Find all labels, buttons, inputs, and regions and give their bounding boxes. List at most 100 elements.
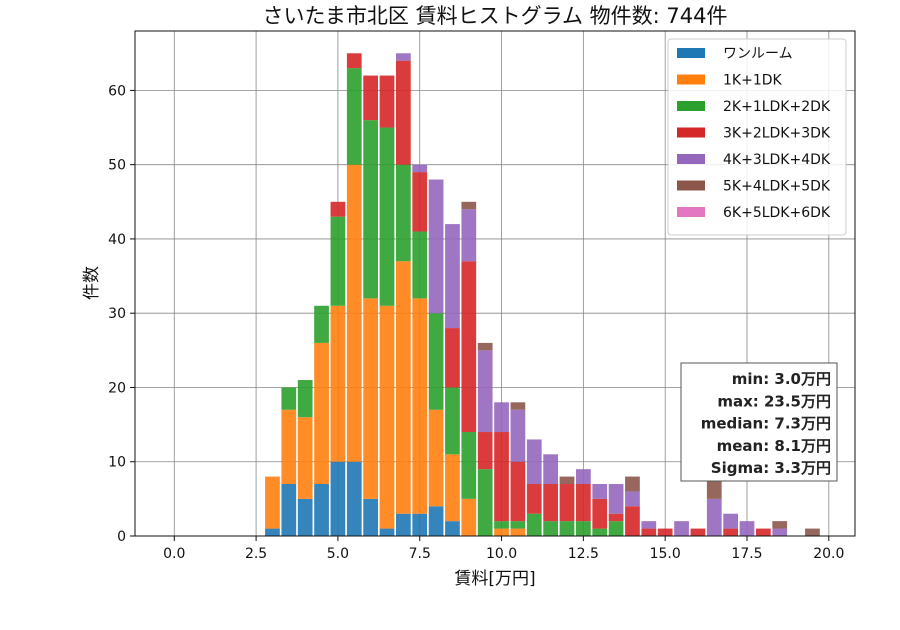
legend-swatch xyxy=(677,101,705,111)
legend-box xyxy=(667,38,847,236)
legend-label: 5K+4LDK+5DK xyxy=(723,179,831,195)
histogram-bar xyxy=(346,461,362,536)
histogram-bar xyxy=(559,484,575,522)
histogram-bar xyxy=(559,521,575,536)
histogram-bar xyxy=(526,439,542,485)
y-tick-label: 60 xyxy=(108,83,126,99)
histogram-bar xyxy=(445,224,460,329)
histogram-bar xyxy=(739,521,755,536)
y-tick-label: 50 xyxy=(108,158,126,174)
histogram-bar xyxy=(608,513,624,522)
stats-box: min: 3.0万円 max: 23.5万円 median: 7.3万円 mean: … xyxy=(680,362,838,482)
histogram-bar xyxy=(265,528,280,536)
histogram-bar xyxy=(379,127,395,306)
histogram-bar xyxy=(625,476,640,492)
histogram-bar xyxy=(428,179,444,314)
plot-frame xyxy=(134,30,856,537)
histogram-bar xyxy=(494,521,509,529)
histogram-bar xyxy=(281,484,297,536)
histogram-bar xyxy=(461,209,477,262)
x-tick-label: 2.5 xyxy=(245,546,267,562)
stats-line: median: 7.3万円 xyxy=(701,415,831,433)
legend-label: 2K+1LDK+2DK xyxy=(723,99,831,115)
histogram-bar xyxy=(412,164,428,173)
histogram-bar xyxy=(559,476,575,485)
histogram-bar xyxy=(330,201,346,217)
histogram-bar xyxy=(674,521,689,536)
histogram-bar xyxy=(346,164,362,462)
histogram-bar xyxy=(706,498,722,536)
legend-swatch xyxy=(677,154,705,164)
chart-title: さいたま市北区 賃料ヒストグラム 物件数: 744件 xyxy=(263,4,728,28)
y-tick-label: 40 xyxy=(108,232,126,248)
histogram-bar xyxy=(330,216,346,306)
histogram-bar xyxy=(281,387,297,410)
histogram-bar xyxy=(363,498,378,536)
bar-stack-group xyxy=(265,53,820,536)
histogram-bar xyxy=(477,342,493,351)
x-axis-label: 賃料[万円] xyxy=(454,569,535,589)
histogram-bar xyxy=(314,342,329,485)
histogram-bar xyxy=(494,432,509,522)
stats-line: max: 23.5万円 xyxy=(717,392,831,410)
x-tick-label: 0.0 xyxy=(163,546,185,562)
histogram-bar xyxy=(510,528,526,536)
stats-line: min: 3.0万円 xyxy=(732,370,831,388)
legend-swatch xyxy=(677,127,705,138)
x-tick-label: 12.5 xyxy=(568,546,599,562)
y-tick-label: 0 xyxy=(117,529,126,545)
histogram-bar xyxy=(608,521,624,536)
histogram-bar xyxy=(641,521,657,529)
x-tick-label: 5.0 xyxy=(327,546,349,562)
histogram-bar xyxy=(772,521,788,529)
histogram-bar xyxy=(314,484,329,536)
stats-frame xyxy=(680,362,838,482)
histogram-bar xyxy=(297,380,313,418)
histogram-bar xyxy=(297,417,313,499)
histogram-bar xyxy=(756,528,771,536)
legend-label: 4K+3LDK+4DK xyxy=(723,152,831,168)
histogram-bar xyxy=(379,305,395,529)
legend-swatch xyxy=(677,207,705,217)
histogram-bar xyxy=(510,521,526,529)
histogram-bar xyxy=(723,528,738,536)
histogram-bar xyxy=(281,409,297,485)
histogram-bar xyxy=(428,409,444,507)
histogram-bar xyxy=(412,298,428,514)
histogram-bar xyxy=(330,305,346,462)
histogram-bar xyxy=(412,231,428,299)
histogram-bar xyxy=(510,402,526,410)
histogram-bar xyxy=(494,402,509,433)
legend-label: 1K+1DK xyxy=(723,73,783,89)
x-tick-label: 7.5 xyxy=(409,546,431,562)
legend-label: 3K+2LDK+3DK xyxy=(723,126,831,142)
histogram-bar xyxy=(543,484,558,522)
histogram-bar xyxy=(330,461,346,536)
histogram-bar xyxy=(526,484,542,514)
y-axis-label: 件数 xyxy=(82,266,102,300)
histogram-bar xyxy=(723,513,738,529)
histogram-bar xyxy=(445,387,460,455)
histogram-bar xyxy=(379,528,395,536)
histogram-bar xyxy=(461,432,477,499)
histogram-bar xyxy=(379,75,395,128)
histogram-bar xyxy=(592,484,608,499)
histogram-bar xyxy=(412,513,428,536)
x-tick-label: 17.5 xyxy=(731,546,762,562)
histogram-bar xyxy=(510,461,526,522)
histogram-bar xyxy=(363,298,378,499)
histogram-bar xyxy=(314,305,329,343)
y-tick-label: 20 xyxy=(108,380,126,396)
histogram-bar xyxy=(526,513,542,536)
stats-line: mean: 8.1万円 xyxy=(717,437,831,455)
histogram-bar xyxy=(363,75,378,121)
histogram-bar xyxy=(543,521,558,536)
y-tick-label: 10 xyxy=(108,455,126,471)
legend-swatch xyxy=(677,180,705,191)
histogram-bar xyxy=(592,498,608,529)
histogram-bar xyxy=(396,164,411,262)
histogram-bar xyxy=(396,513,411,536)
histogram-bar xyxy=(805,528,820,536)
histogram-bar xyxy=(396,60,411,165)
